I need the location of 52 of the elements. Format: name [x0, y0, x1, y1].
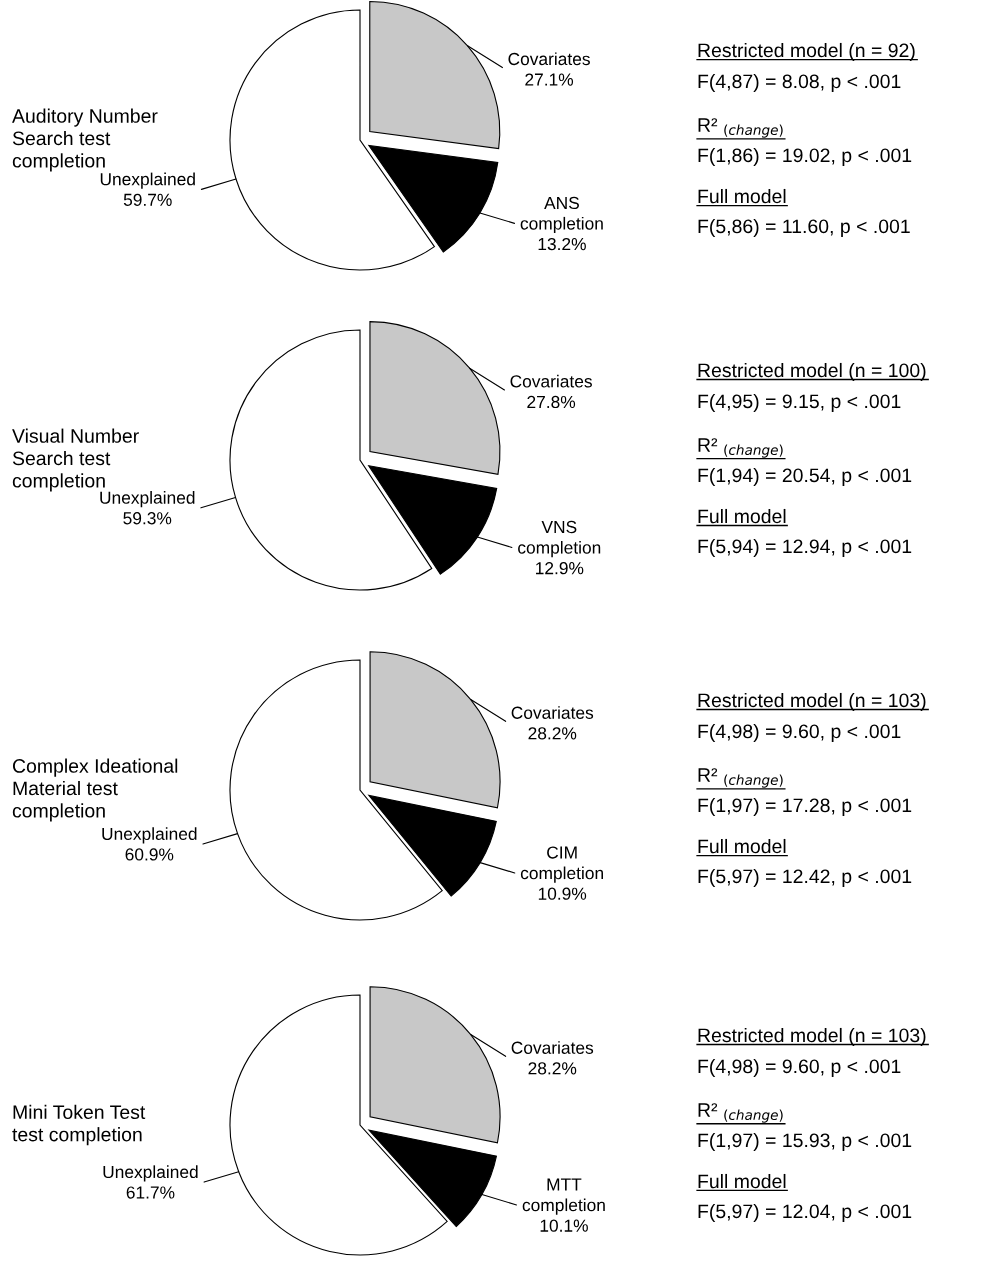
text: Complex Ideational Material test completion [12, 758, 178, 822]
data-label: 28.2% [528, 727, 577, 740]
slice-label: Unexplained [102, 827, 197, 844]
text: Full model [698, 1173, 786, 1189]
text: F(4,87) = 8.08, p < .001 [698, 73, 901, 93]
text: F(1,97) = 17.28, p < .001 [698, 797, 912, 817]
text: Full model [698, 188, 786, 204]
data-label: 59.7% [123, 193, 172, 206]
slice-label: ANS completion [520, 196, 603, 234]
text: Restricted model (n = 103) [698, 1027, 926, 1047]
text: Mini Token Test test completion [12, 1104, 146, 1146]
text: Full model [698, 508, 786, 524]
text: F(5,97) = 12.04, p < .001 [698, 1203, 912, 1223]
slice-label: Covariates [510, 374, 592, 388]
slice-label: Covariates [508, 52, 590, 66]
text: Visual Number Search test completion [12, 428, 139, 492]
text: F(4,95) = 9.15, p < .001 [698, 393, 901, 413]
text: F(4,98) = 9.60, p < .001 [698, 723, 901, 743]
slice-label: Unexplained [100, 172, 195, 189]
text: F(1,97) = 15.93, p < .001 [698, 1132, 912, 1152]
text: F(5,94) = 12.94, p < .001 [698, 538, 912, 558]
text: Restricted model (n = 92) [698, 42, 915, 62]
slice-label: Unexplained [100, 491, 195, 508]
slice-label: Covariates [511, 706, 594, 719]
data-label: 59.3% [123, 512, 172, 525]
data-label: 61.7% [126, 1186, 175, 1199]
slice-label: Unexplained [103, 1165, 198, 1182]
text: F(5,86) = 11.60, p < .001 [698, 218, 910, 238]
text: R² $_{(change)}$ [698, 1103, 783, 1123]
text: Auditory Number Search test completion [12, 108, 158, 172]
text: R² $_{(change)}$ [698, 768, 783, 788]
data-label: 10.9% [538, 887, 587, 900]
slice-label: MTT completion [522, 1178, 605, 1215]
text: Restricted model (n = 100) [698, 362, 926, 382]
data-label: 60.9% [125, 848, 174, 861]
data-label: 12.9% [536, 562, 584, 575]
text: Restricted model (n = 103) [698, 692, 926, 712]
slice-label: Covariates [511, 1041, 594, 1054]
text: F(1,94) = 20.54, p < .001 [698, 467, 912, 487]
data-label: 10.1% [540, 1219, 588, 1232]
text: F(1,86) = 19.02, p < .001 [698, 147, 912, 167]
data-label: 27.8% [527, 395, 576, 409]
data-label: 28.2% [528, 1062, 577, 1075]
text: F(4,98) = 9.60, p < .001 [698, 1058, 901, 1078]
text: Full model [698, 838, 786, 854]
text: R² $_{(change)}$ [698, 118, 783, 138]
text: R² $_{(change)}$ [698, 438, 783, 458]
text: F(5,97) = 12.42, p < .001 [698, 868, 912, 888]
slice-label: VNS completion [518, 520, 601, 558]
slice-label: CIM completion [520, 846, 603, 883]
data-label: 13.2% [538, 237, 586, 251]
data-label: 27.1% [525, 73, 574, 86]
